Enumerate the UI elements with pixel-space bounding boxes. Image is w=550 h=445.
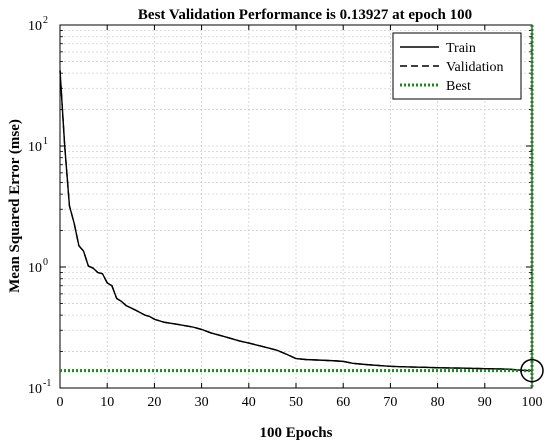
x-tick-label: 0 <box>57 395 64 410</box>
x-tick-label: 80 <box>431 395 445 410</box>
x-tick-label: 100 <box>522 395 543 410</box>
chart-title: Best Validation Performance is 0.13927 a… <box>138 7 472 23</box>
y-tick-exponent: 0 <box>43 257 48 268</box>
series-layer <box>59 25 544 388</box>
x-tick-label: 40 <box>242 395 256 410</box>
y-tick-exponent: 2 <box>43 15 48 26</box>
y-axis-label: Mean Squared Error (mse) <box>7 119 23 293</box>
x-tick-label: 50 <box>289 395 303 410</box>
legend: Train Validation Best <box>392 32 522 100</box>
y-tick-label: 10 <box>28 261 42 276</box>
x-tick-label: 60 <box>336 395 350 410</box>
legend-label-validation: Validation <box>446 60 504 75</box>
y-tick-label: 10 <box>28 19 42 34</box>
x-tick-label: 30 <box>195 395 209 410</box>
x-tick-label: 70 <box>383 395 397 410</box>
y-tick-label: 10 <box>28 140 42 155</box>
y-tick-exponent: 1 <box>43 136 48 147</box>
x-tick-label: 10 <box>100 395 114 410</box>
best-point-marker <box>520 358 544 383</box>
series-validation-line <box>59 70 533 372</box>
x-tick-label: 90 <box>478 395 492 410</box>
legend-box <box>392 32 522 100</box>
legend-label-best: Best <box>446 79 471 94</box>
y-tick-exponent: -1 <box>43 378 51 389</box>
legend-label-train: Train <box>446 41 476 56</box>
x-tick-label: 20 <box>147 395 161 410</box>
x-axis-label: 100 Epochs <box>260 425 333 441</box>
y-tick-label: 10 <box>28 382 42 397</box>
